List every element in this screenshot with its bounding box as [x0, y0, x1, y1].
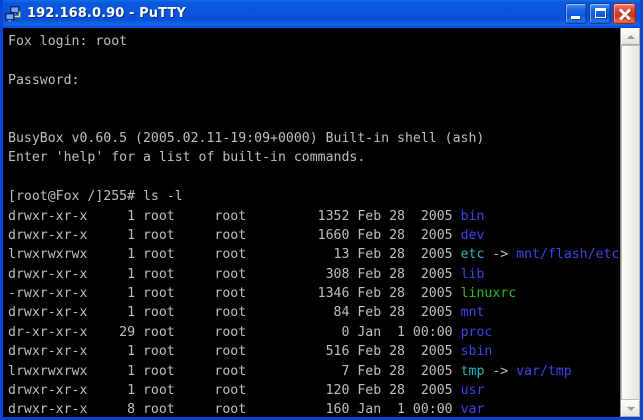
terminal-scrollbar[interactable] — [620, 28, 640, 417]
putty-computer-icon — [4, 5, 22, 23]
window-title: 192.168.0.90 - PuTTY — [27, 5, 186, 21]
close-button[interactable] — [613, 3, 636, 24]
busybox-help-line: Enter 'help' for a list of built-in comm… — [8, 150, 366, 166]
symlink-target: var/tmp — [516, 363, 572, 379]
scroll-up-button[interactable] — [621, 28, 640, 45]
listing-row: drwxr-xr-x 1 root root 1352 Feb 28 2005 … — [8, 208, 485, 224]
listing-row: drwxr-xr-x 1 root root 516 Feb 28 2005 s… — [8, 344, 493, 360]
entry-name: lib — [460, 266, 485, 282]
scroll-down-button[interactable] — [621, 400, 640, 417]
entry-name: proc — [460, 324, 493, 340]
minimize-button[interactable] — [565, 3, 587, 24]
terminal-screen[interactable]: Fox login: root Password: BusyBox v0.60.5 … — [3, 28, 620, 417]
entry-name: linuxrc — [460, 286, 517, 302]
entry-name: tmp — [460, 363, 485, 379]
blank-line — [8, 168, 620, 187]
entry-name: etc — [460, 247, 485, 263]
entry-name: usr — [460, 383, 485, 399]
login-line: Fox login: root — [8, 34, 128, 49]
minimize-icon — [571, 16, 580, 19]
listing-row: lrwxrwxrwx 1 root root 7 Feb 28 2005 tmp… — [8, 363, 572, 379]
entry-name: mnt — [460, 305, 485, 321]
listing-row: dr-xr-xr-x 29 root root 0 Jan 1 00:00 pr… — [8, 324, 493, 340]
title-bar[interactable]: 192.168.0.90 - PuTTY — [3, 0, 640, 28]
listing-row: lrwxrwxrwx 1 root root 13 Feb 28 2005 et… — [8, 247, 620, 263]
entry-name: var — [460, 402, 485, 417]
entry-name: sbin — [460, 344, 493, 360]
window-controls — [565, 3, 636, 24]
busybox-banner-line: BusyBox v0.60.5 (2005.02.11-19:09+0000) … — [8, 130, 485, 146]
blank-line — [8, 90, 620, 109]
scroll-down-arrow-icon — [626, 406, 635, 411]
scrollbar-thumb[interactable] — [621, 45, 640, 400]
maximize-button[interactable] — [589, 3, 611, 24]
scroll-up-arrow-icon — [626, 34, 635, 39]
blank-line — [8, 51, 620, 70]
listing-row: drwxr-xr-x 8 root root 160 Jan 1 00:00 v… — [8, 402, 485, 417]
listing-row: drwxr-xr-x 1 root root 308 Feb 28 2005 l… — [8, 266, 485, 282]
password-line: Password: — [8, 72, 80, 88]
symlink-target: mnt/flash/etc — [516, 247, 620, 263]
blank-line — [8, 110, 620, 129]
command-line: [root@Fox /]255# ls -l — [8, 189, 183, 205]
maximize-icon — [595, 8, 606, 18]
symlink-arrow: -> — [484, 363, 517, 379]
listing-row: drwxr-xr-x 1 root root 120 Feb 28 2005 u… — [8, 383, 485, 399]
listing-row: drwxr-xr-x 1 root root 84 Feb 28 2005 mn… — [8, 305, 485, 321]
symlink-arrow: -> — [484, 247, 517, 263]
listing-row: drwxr-xr-x 1 root root 1660 Feb 28 2005 … — [8, 227, 485, 243]
entry-name: bin — [460, 208, 485, 224]
listing-row: -rwxr-xr-x 1 root root 1346 Feb 28 2005 … — [8, 286, 517, 302]
entry-name: dev — [460, 227, 485, 243]
terminal-output: Fox login: root Password: BusyBox v0.60.5 … — [8, 32, 620, 417]
scrollbar-track[interactable] — [621, 45, 640, 400]
